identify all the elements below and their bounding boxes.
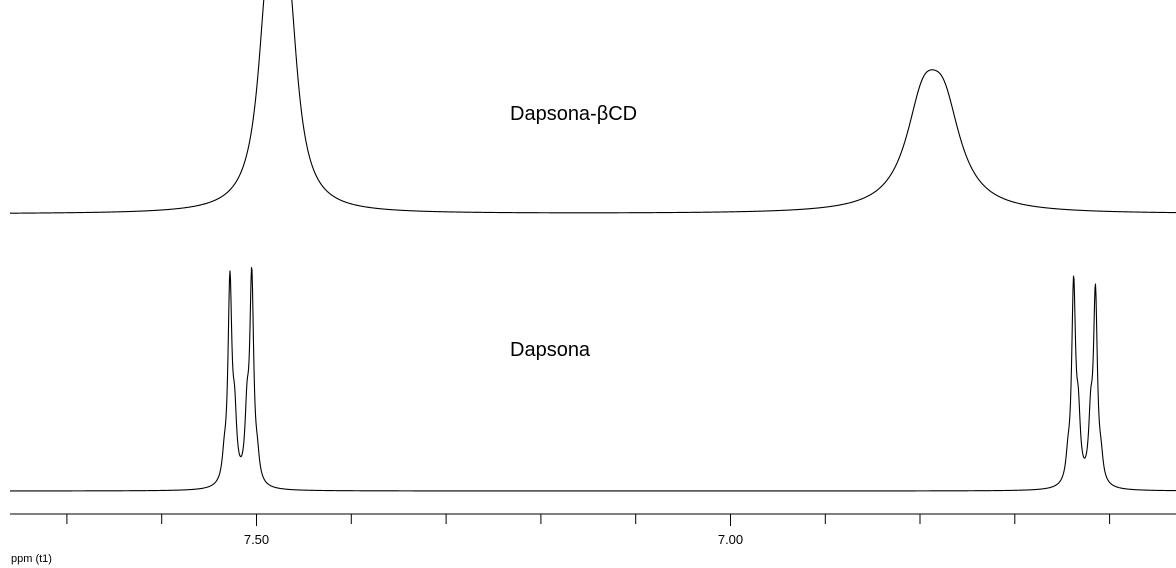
series-label-dapsona: Dapsona xyxy=(510,339,591,361)
spectrum-trace-dapsona xyxy=(9,267,1176,492)
spectrum-trace-dapsona-bcd xyxy=(9,0,1176,214)
series-label-dapsona-bcd: Dapsona-βCD xyxy=(510,103,637,125)
x-tick-label: 7.50 xyxy=(244,532,269,547)
x-tick-label: 7.00 xyxy=(718,532,743,547)
x-axis: 7.50 7.00 xyxy=(10,513,1176,547)
spectrum-traces xyxy=(9,0,1176,492)
x-axis-label: ppm (t1) xyxy=(11,553,52,565)
series-labels: Dapsona-βCD Dapsona xyxy=(510,103,637,361)
